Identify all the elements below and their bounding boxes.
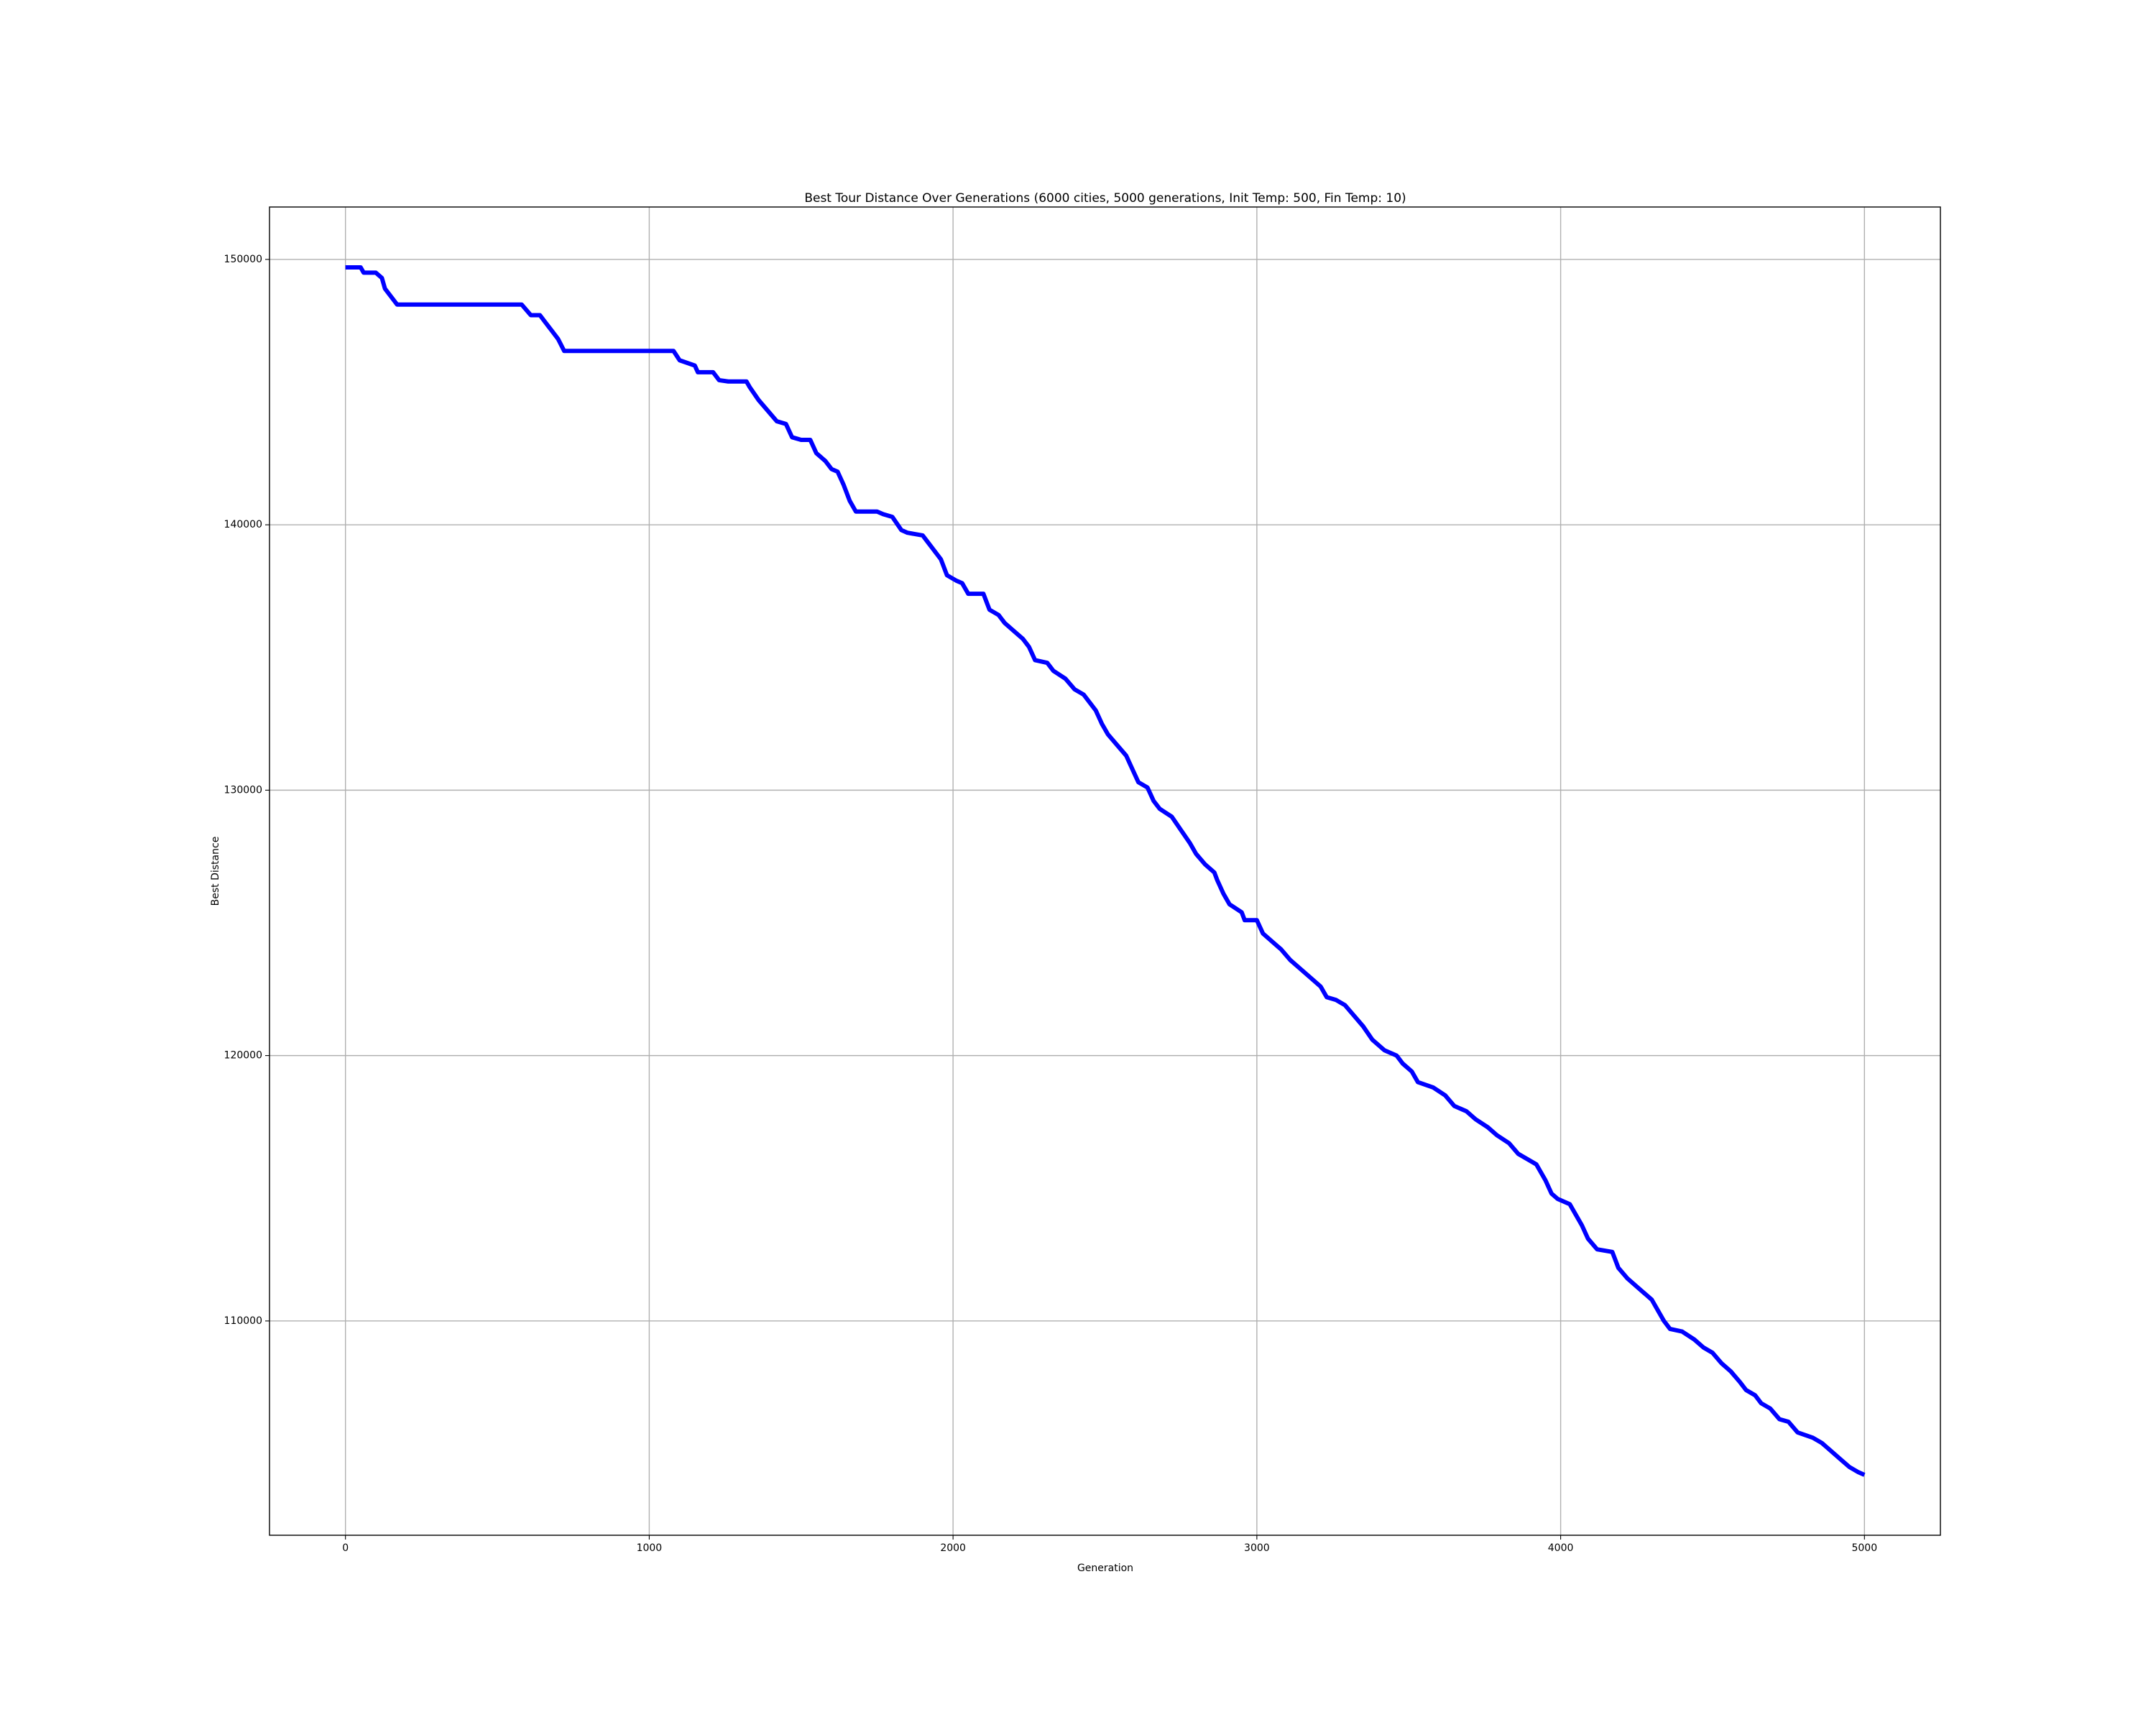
y-tick-label: 120000 xyxy=(224,1050,262,1062)
x-tick-label: 1000 xyxy=(637,1542,663,1554)
y-axis-label: Best Distance xyxy=(210,837,221,906)
x-tick-label: 5000 xyxy=(1851,1542,1877,1554)
chart-title: Best Tour Distance Over Generations (600… xyxy=(804,191,1406,206)
x-tick-label: 0 xyxy=(342,1542,349,1554)
x-tick-label: 3000 xyxy=(1244,1542,1270,1554)
y-tick-label: 140000 xyxy=(224,519,262,530)
x-tick-label: 4000 xyxy=(1548,1542,1574,1554)
y-tick-label: 150000 xyxy=(224,254,262,265)
plot-frame xyxy=(269,206,1941,1536)
data-line xyxy=(345,265,1866,1477)
x-tick-label: 2000 xyxy=(940,1542,966,1554)
y-tick-label: 130000 xyxy=(224,784,262,796)
x-axis-label: Generation xyxy=(1077,1563,1133,1574)
y-tick-label: 110000 xyxy=(224,1315,262,1327)
